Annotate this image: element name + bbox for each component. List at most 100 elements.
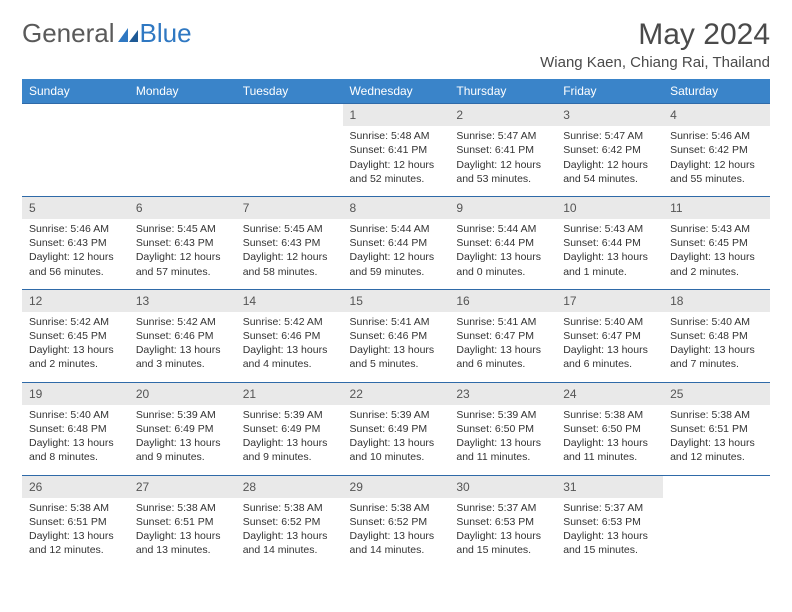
sunrise-text: Sunrise: 5:45 AM <box>136 223 216 235</box>
daylight-text: Daylight: 13 hours and 1 minute. <box>563 251 648 277</box>
sunrise-text: Sunrise: 5:47 AM <box>456 130 536 142</box>
calendar-table: SundayMondayTuesdayWednesdayThursdayFrid… <box>22 79 770 567</box>
title-block: May 2024 Wiang Kaen, Chiang Rai, Thailan… <box>540 18 770 71</box>
calendar-day-cell: 10Sunrise: 5:43 AMSunset: 6:44 PMDayligh… <box>556 196 663 289</box>
sunset-text: Sunset: 6:46 PM <box>243 330 321 342</box>
day-number: 15 <box>343 290 450 312</box>
calendar-empty-cell <box>22 104 129 197</box>
calendar-head: SundayMondayTuesdayWednesdayThursdayFrid… <box>22 79 770 104</box>
daylight-text: Daylight: 13 hours and 15 minutes. <box>456 530 541 556</box>
sunrise-text: Sunrise: 5:38 AM <box>563 409 643 421</box>
calendar-day-cell: 1 Sunrise: 5:48 AM Sunset: 6:41 PM Daylight… <box>343 104 450 197</box>
day-number: 5 <box>22 197 129 219</box>
calendar-day-cell: 9Sunrise: 5:44 AMSunset: 6:44 PMDaylight… <box>449 196 556 289</box>
logo-text-2: Blue <box>140 18 192 49</box>
calendar-day-cell: 21Sunrise: 5:39 AMSunset: 6:49 PMDayligh… <box>236 382 343 475</box>
calendar-empty-cell <box>129 104 236 197</box>
calendar-day-cell: 30Sunrise: 5:37 AMSunset: 6:53 PMDayligh… <box>449 475 556 567</box>
day-body: Sunrise: 5:38 AMSunset: 6:51 PMDaylight:… <box>663 405 770 475</box>
calendar-day-cell: 8Sunrise: 5:44 AMSunset: 6:44 PMDaylight… <box>343 196 450 289</box>
day-number: 1 <box>343 104 450 126</box>
day-body: Sunrise: 5:38 AMSunset: 6:52 PMDaylight:… <box>343 498 450 568</box>
sunrise-text: Sunrise: 5:41 AM <box>456 316 536 328</box>
daylight-text: Daylight: 12 hours and 52 minutes. <box>350 159 435 185</box>
calendar-day-cell: 15Sunrise: 5:41 AMSunset: 6:46 PMDayligh… <box>343 289 450 382</box>
calendar-empty-cell <box>663 475 770 567</box>
calendar-day-cell: 13Sunrise: 5:42 AMSunset: 6:46 PMDayligh… <box>129 289 236 382</box>
day-body: Sunrise: 5:44 AMSunset: 6:44 PMDaylight:… <box>449 219 556 289</box>
daylight-text: Daylight: 13 hours and 3 minutes. <box>136 344 221 370</box>
sunrise-text: Sunrise: 5:44 AM <box>456 223 536 235</box>
day-body: Sunrise: 5:45 AMSunset: 6:43 PMDaylight:… <box>129 219 236 289</box>
day-number: 14 <box>236 290 343 312</box>
sunset-text: Sunset: 6:48 PM <box>670 330 748 342</box>
sunrise-text: Sunrise: 5:38 AM <box>29 502 109 514</box>
day-number: 4 <box>663 104 770 126</box>
sunset-text: Sunset: 6:50 PM <box>563 423 641 435</box>
day-body: Sunrise: 5:44 AMSunset: 6:44 PMDaylight:… <box>343 219 450 289</box>
calendar-day-cell: 31Sunrise: 5:37 AMSunset: 6:53 PMDayligh… <box>556 475 663 567</box>
day-body: Sunrise: 5:46 AMSunset: 6:43 PMDaylight:… <box>22 219 129 289</box>
day-number: 17 <box>556 290 663 312</box>
sunset-text: Sunset: 6:43 PM <box>136 237 214 249</box>
day-body: Sunrise: 5:43 AM Sunset: 6:44 PM Daylight:… <box>556 219 663 289</box>
sunset-text: Sunset: 6:53 PM <box>456 516 534 528</box>
sunset-text: Sunset: 6:50 PM <box>456 423 534 435</box>
sunset-text: Sunset: 6:46 PM <box>136 330 214 342</box>
sunset-text: Sunset: 6:45 PM <box>29 330 107 342</box>
day-number: 6 <box>129 197 236 219</box>
daylight-text: Daylight: 13 hours and 2 minutes. <box>29 344 114 370</box>
sunset-text: Sunset: 6:44 PM <box>563 237 641 249</box>
daylight-text: Daylight: 12 hours and 53 minutes. <box>456 159 541 185</box>
sunset-text: Sunset: 6:42 PM <box>563 144 641 156</box>
calendar-empty-cell <box>236 104 343 197</box>
calendar-day-cell: 20Sunrise: 5:39 AMSunset: 6:49 PMDayligh… <box>129 382 236 475</box>
daylight-text: Daylight: 13 hours and 8 minutes. <box>29 437 114 463</box>
daylight-text: Daylight: 13 hours and 6 minutes. <box>563 344 648 370</box>
day-number: 20 <box>129 383 236 405</box>
sunrise-text: Sunrise: 5:40 AM <box>563 316 643 328</box>
sunset-text: Sunset: 6:49 PM <box>243 423 321 435</box>
sunrise-text: Sunrise: 5:39 AM <box>350 409 430 421</box>
sunrise-text: Sunrise: 5:43 AM <box>563 223 643 235</box>
sunrise-text: Sunrise: 5:44 AM <box>350 223 430 235</box>
sunset-text: Sunset: 6:49 PM <box>350 423 428 435</box>
location: Wiang Kaen, Chiang Rai, Thailand <box>540 54 770 71</box>
daylight-text: Daylight: 13 hours and 11 minutes. <box>456 437 541 463</box>
day-number: 24 <box>556 383 663 405</box>
sunset-text: Sunset: 6:51 PM <box>136 516 214 528</box>
sunset-text: Sunset: 6:41 PM <box>350 144 428 156</box>
day-number: 19 <box>22 383 129 405</box>
day-number: 28 <box>236 476 343 498</box>
day-number: 29 <box>343 476 450 498</box>
day-number: 22 <box>343 383 450 405</box>
daylight-text: Daylight: 13 hours and 14 minutes. <box>350 530 435 556</box>
calendar-day-cell: 2Sunrise: 5:47 AMSunset: 6:41 PMDaylight… <box>449 104 556 197</box>
day-number: 9 <box>449 197 556 219</box>
day-body: Sunrise: 5:46 AMSunset: 6:42 PMDaylight:… <box>663 126 770 196</box>
sunset-text: Sunset: 6:41 PM <box>456 144 534 156</box>
month-title: May 2024 <box>540 18 770 52</box>
calendar-day-cell: 26Sunrise: 5:38 AMSunset: 6:51 PMDayligh… <box>22 475 129 567</box>
daylight-text: Daylight: 12 hours and 58 minutes. <box>243 251 328 277</box>
daylight-text: Daylight: 13 hours and 4 minutes. <box>243 344 328 370</box>
daylight-text: Daylight: 13 hours and 2 minutes. <box>670 251 755 277</box>
day-number: 16 <box>449 290 556 312</box>
day-body: Sunrise: 5:37 AMSunset: 6:53 PMDaylight:… <box>449 498 556 568</box>
sunrise-text: Sunrise: 5:41 AM <box>350 316 430 328</box>
sunset-text: Sunset: 6:47 PM <box>456 330 534 342</box>
weekday-header: Monday <box>129 79 236 104</box>
sunset-text: Sunset: 6:46 PM <box>350 330 428 342</box>
sunrise-text: Sunrise: 5:43 AM <box>670 223 750 235</box>
sunrise-text: Sunrise: 5:40 AM <box>670 316 750 328</box>
daylight-text: Daylight: 13 hours and 11 minutes. <box>563 437 648 463</box>
sunrise-text: Sunrise: 5:46 AM <box>29 223 109 235</box>
weekday-header: Sunday <box>22 79 129 104</box>
day-body: Sunrise: 5:40 AMSunset: 6:48 PMDaylight:… <box>663 312 770 382</box>
sunrise-text: Sunrise: 5:42 AM <box>136 316 216 328</box>
sunrise-text: Sunrise: 5:39 AM <box>456 409 536 421</box>
calendar-day-cell: 7Sunrise: 5:45 AMSunset: 6:43 PMDaylight… <box>236 196 343 289</box>
sunset-text: Sunset: 6:47 PM <box>563 330 641 342</box>
sunrise-text: Sunrise: 5:38 AM <box>670 409 750 421</box>
sunrise-text: Sunrise: 5:48 AM <box>350 130 430 142</box>
